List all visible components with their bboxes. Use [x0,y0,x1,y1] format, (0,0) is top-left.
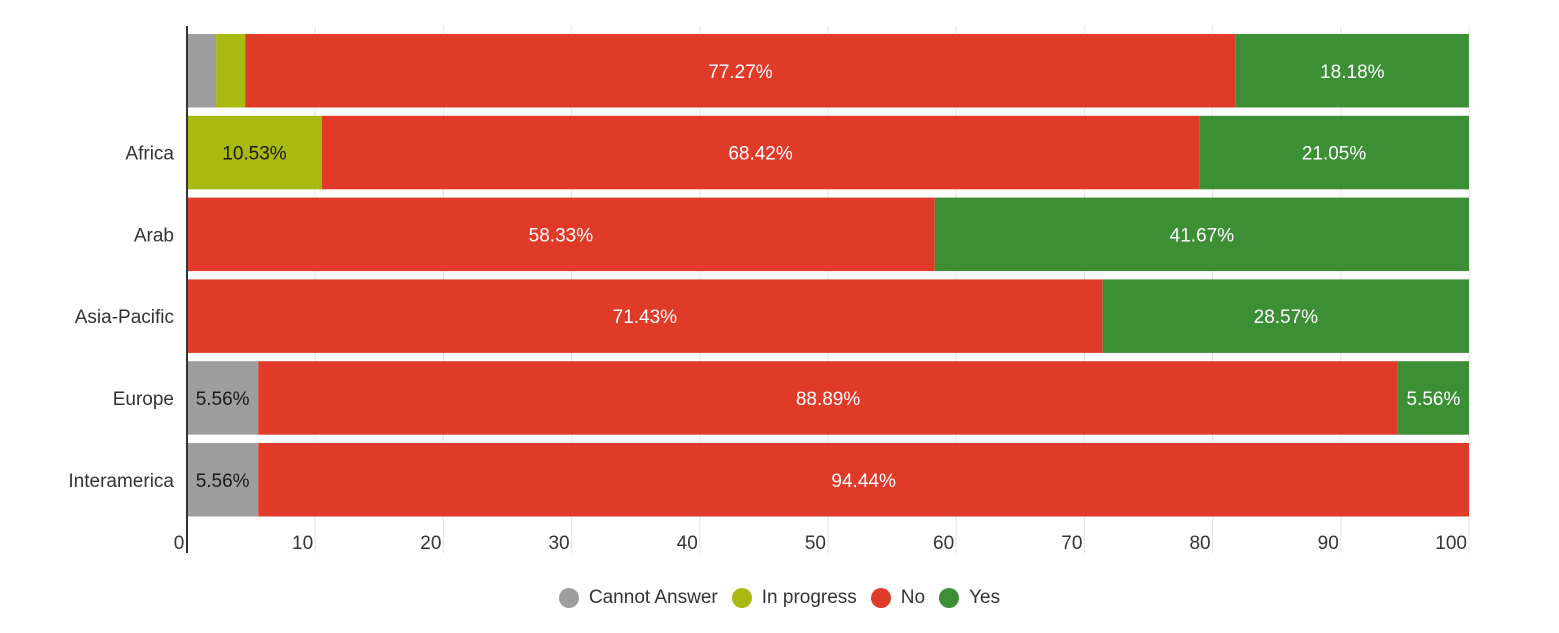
x-tick-label: 40 [677,533,698,554]
x-tick-label: 70 [1061,533,1082,554]
legend-label: Yes [969,587,1001,608]
data-label: 10.53% [222,144,287,165]
x-tick-label: 100 [1435,533,1467,554]
data-label: 5.56% [196,389,250,410]
data-label: 5.56% [196,471,250,492]
legend-label: Cannot Answer [588,587,718,608]
data-label: 28.57% [1254,307,1319,328]
legend-label: In progress [761,587,857,608]
bar-segment [187,197,935,272]
bar-segment [258,361,1398,435]
bar-segment [1397,361,1469,435]
data-label: 88.89% [796,389,861,410]
data-label: 5.56% [1406,389,1460,410]
legend-item: No [870,587,926,609]
legend-item: Yes [939,587,1000,609]
legend-swatch [731,588,752,608]
bar-segment [245,34,1236,108]
bar-segment [187,34,217,108]
category-label: Asia-Pacific [75,307,174,328]
bar-segment [187,279,1103,353]
category-label: Europe [113,389,174,410]
legend-swatch [870,588,891,608]
bar-segment [1235,34,1469,108]
bar-segment [1102,279,1469,353]
x-tick-label: 30 [548,533,569,554]
legend-item: In progress [731,587,857,609]
data-label: 58.33% [529,225,594,246]
x-tick-label: 90 [1318,533,1339,554]
bars: 77.27% 18.18% 10.53% 68.42% 21.05% 58.33% 41.6… [187,34,1470,517]
bar-segment [1199,115,1469,190]
axes: 0 10 20 30 40 50 60 70 80 90 100 Africa Arab Asia-Pac… [68,26,1467,554]
data-label: 21.05% [1302,144,1367,165]
legend-item: Cannot Answer [558,587,718,609]
bar-segment [216,34,246,108]
legend-swatch [939,588,960,608]
category-label: Arab [134,225,174,246]
data-label: 77.27% [708,62,773,83]
category-label: Interamerica [68,471,174,492]
data-label: 18.18% [1320,62,1385,83]
data-label: 68.42% [728,144,793,165]
bar-segment [258,443,1470,517]
x-tick-label: 80 [1189,533,1210,554]
x-tick-label: 50 [805,533,826,554]
bar-segment [321,115,1200,190]
data-label: 94.44% [831,471,896,492]
bar-segment [934,197,1469,272]
data-label: 41.67% [1170,225,1235,246]
bar-segment [187,361,259,435]
data-label: 71.43% [613,307,678,328]
legend-label: No [900,587,926,608]
bar-segment [187,443,259,517]
legend-swatch [558,588,579,608]
x-tick-label: 20 [420,533,441,554]
chart-plot: 77.27% 18.18% 10.53% 68.42% 21.05% 58.33% 41.6… [68,26,1470,554]
x-tick-label: 10 [292,533,313,554]
bar-segment [187,115,322,190]
chart-legend: Cannot Answer In progress No Yes [0,583,1559,613]
category-label: Africa [125,144,174,165]
x-tick-label: 60 [933,533,954,554]
x-tick-label: 0 [174,533,185,554]
